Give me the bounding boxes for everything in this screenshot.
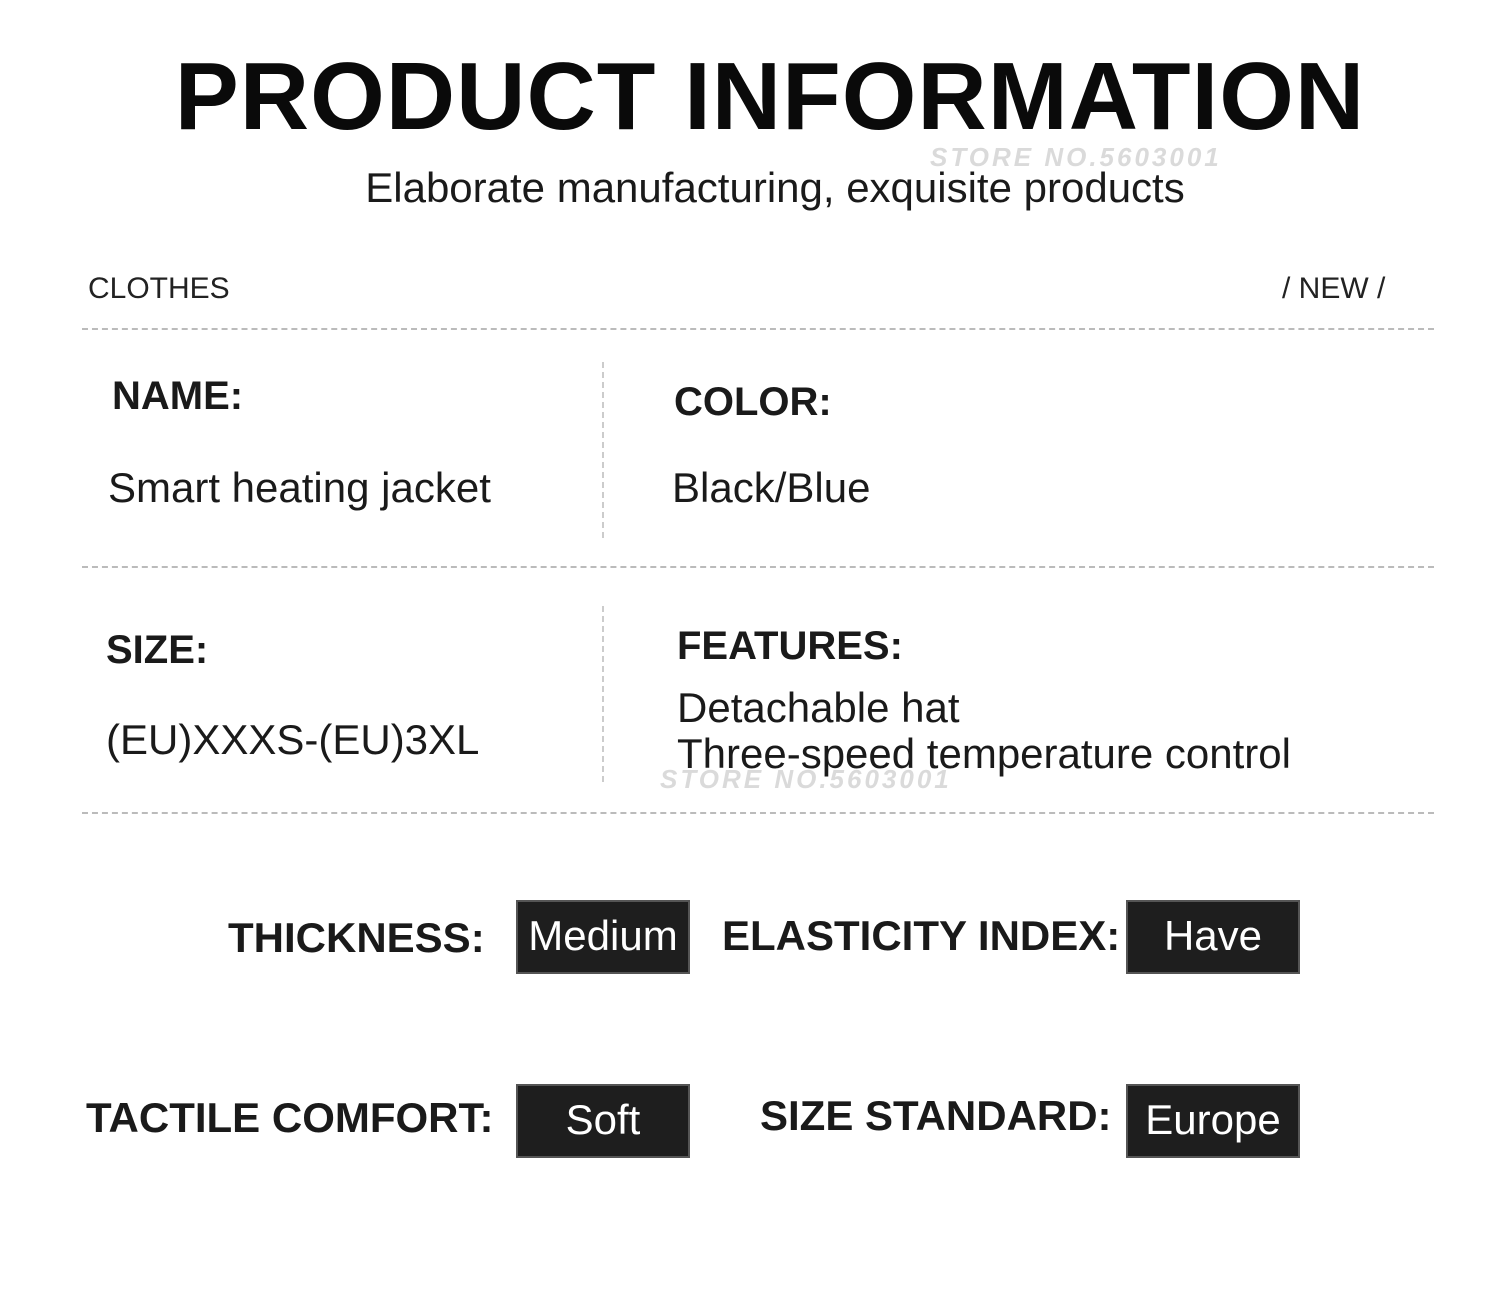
thickness-badge: Medium bbox=[516, 900, 690, 974]
features-label: FEATURES: bbox=[677, 624, 903, 668]
feature-item: Detachable hat bbox=[677, 684, 960, 731]
divider bbox=[82, 566, 1434, 568]
category-label: CLOTHES bbox=[88, 272, 230, 305]
elasticity-label: ELASTICITY INDEX: bbox=[722, 912, 1121, 959]
divider bbox=[602, 362, 604, 538]
new-tag: / NEW / bbox=[1282, 272, 1386, 305]
elasticity-badge: Have bbox=[1126, 900, 1300, 974]
size-standard-label: SIZE STANDARD: bbox=[760, 1092, 1112, 1139]
color-label: COLOR: bbox=[674, 380, 832, 424]
size-value: (EU)XXXS-(EU)3XL bbox=[106, 716, 480, 763]
size-label: SIZE: bbox=[106, 628, 209, 672]
watermark: STORE NO.5603001 bbox=[660, 764, 952, 794]
color-value: Black/Blue bbox=[672, 464, 871, 511]
thickness-label: THICKNESS: bbox=[228, 914, 485, 961]
name-label: NAME: bbox=[112, 374, 244, 418]
feature-item: Three-speed temperature control bbox=[677, 730, 1291, 777]
watermark: STORE NO.5603001 bbox=[930, 142, 1222, 172]
divider bbox=[602, 606, 604, 782]
tactile-badge: Soft bbox=[516, 1084, 690, 1158]
name-value: Smart heating jacket bbox=[108, 464, 491, 511]
divider bbox=[82, 812, 1434, 814]
divider bbox=[82, 328, 1434, 330]
page-subtitle: Elaborate manufacturing, exquisite produ… bbox=[365, 164, 1185, 211]
page-title: PRODUCT INFORMATION bbox=[174, 43, 1366, 150]
size-standard-badge: Europe bbox=[1126, 1084, 1300, 1158]
tactile-label: TACTILE COMFORT: bbox=[86, 1094, 494, 1141]
